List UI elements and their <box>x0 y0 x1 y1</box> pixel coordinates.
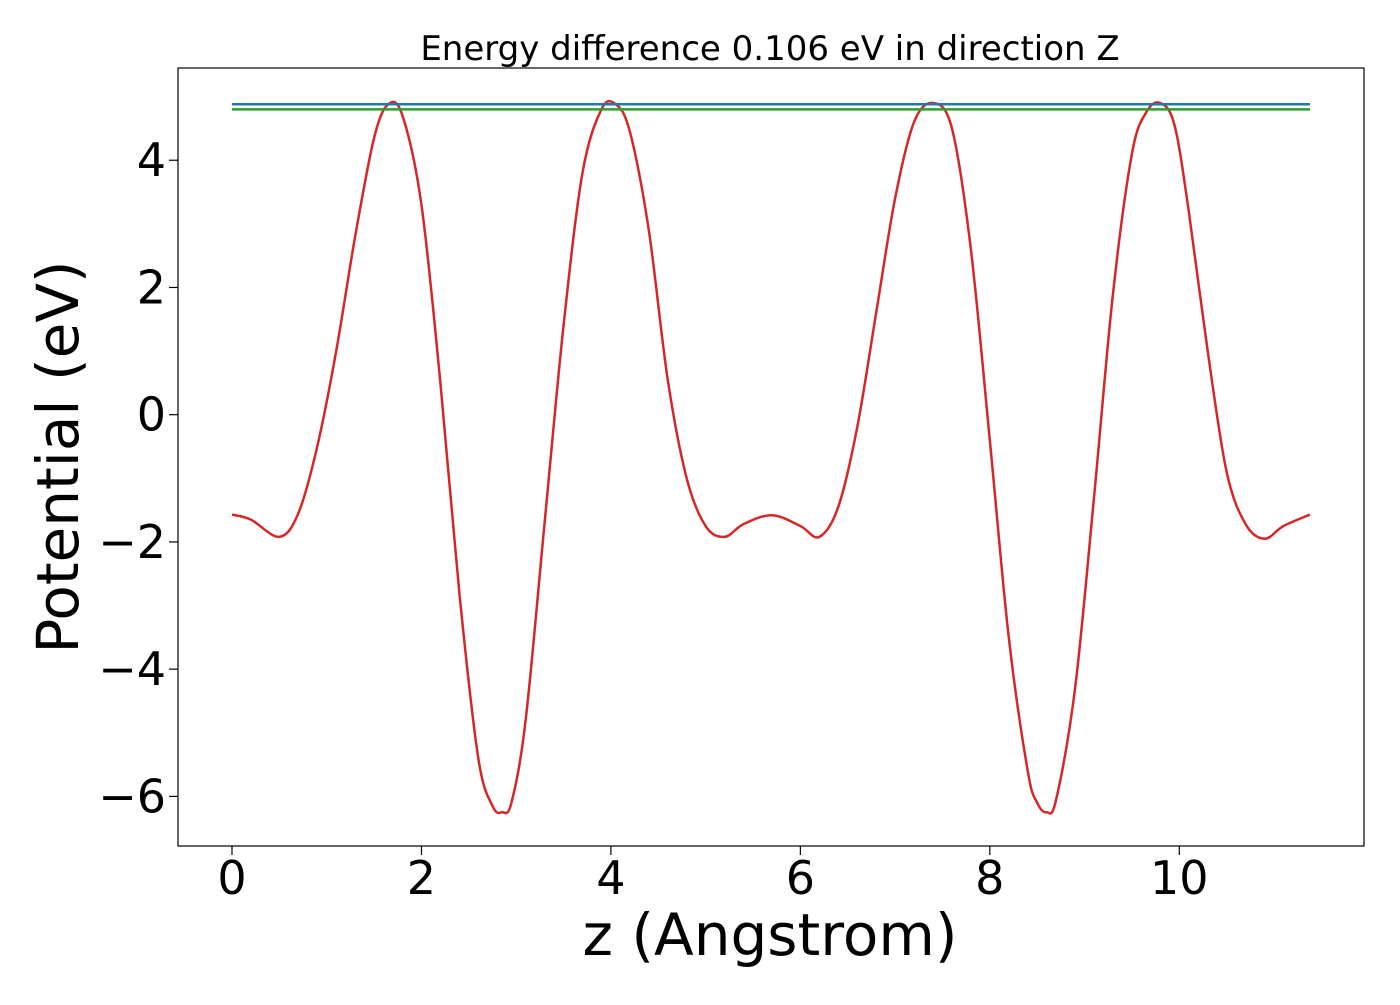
y-tick-label: 2 <box>137 260 166 314</box>
y-tick-label: 0 <box>137 388 166 442</box>
plot-frame <box>177 67 1365 847</box>
y-tick-label: −4 <box>98 642 166 696</box>
y-axis-label: Potential (eV) <box>24 260 92 653</box>
series-layer <box>231 99 1311 815</box>
x-axis: 0 2 4 6 8 10 <box>217 846 1209 905</box>
y-axis: −6 −4 −2 0 2 4 <box>98 133 178 823</box>
y-tick-label: −6 <box>98 769 166 823</box>
y-tick-label: −2 <box>98 515 166 569</box>
x-tick-label: 4 <box>596 851 625 905</box>
chart-title: Energy difference 0.106 eV in direction … <box>420 29 1119 69</box>
x-tick-label: 0 <box>217 851 246 905</box>
x-tick-label: 10 <box>1150 851 1209 905</box>
y-tick-label: 4 <box>137 133 166 187</box>
x-tick-label: 2 <box>407 851 436 905</box>
x-tick-label: 8 <box>975 851 1004 905</box>
series-line-0 <box>231 99 1311 815</box>
x-axis-label: z (Angstrom) <box>583 901 958 969</box>
x-tick-label: 6 <box>786 851 815 905</box>
